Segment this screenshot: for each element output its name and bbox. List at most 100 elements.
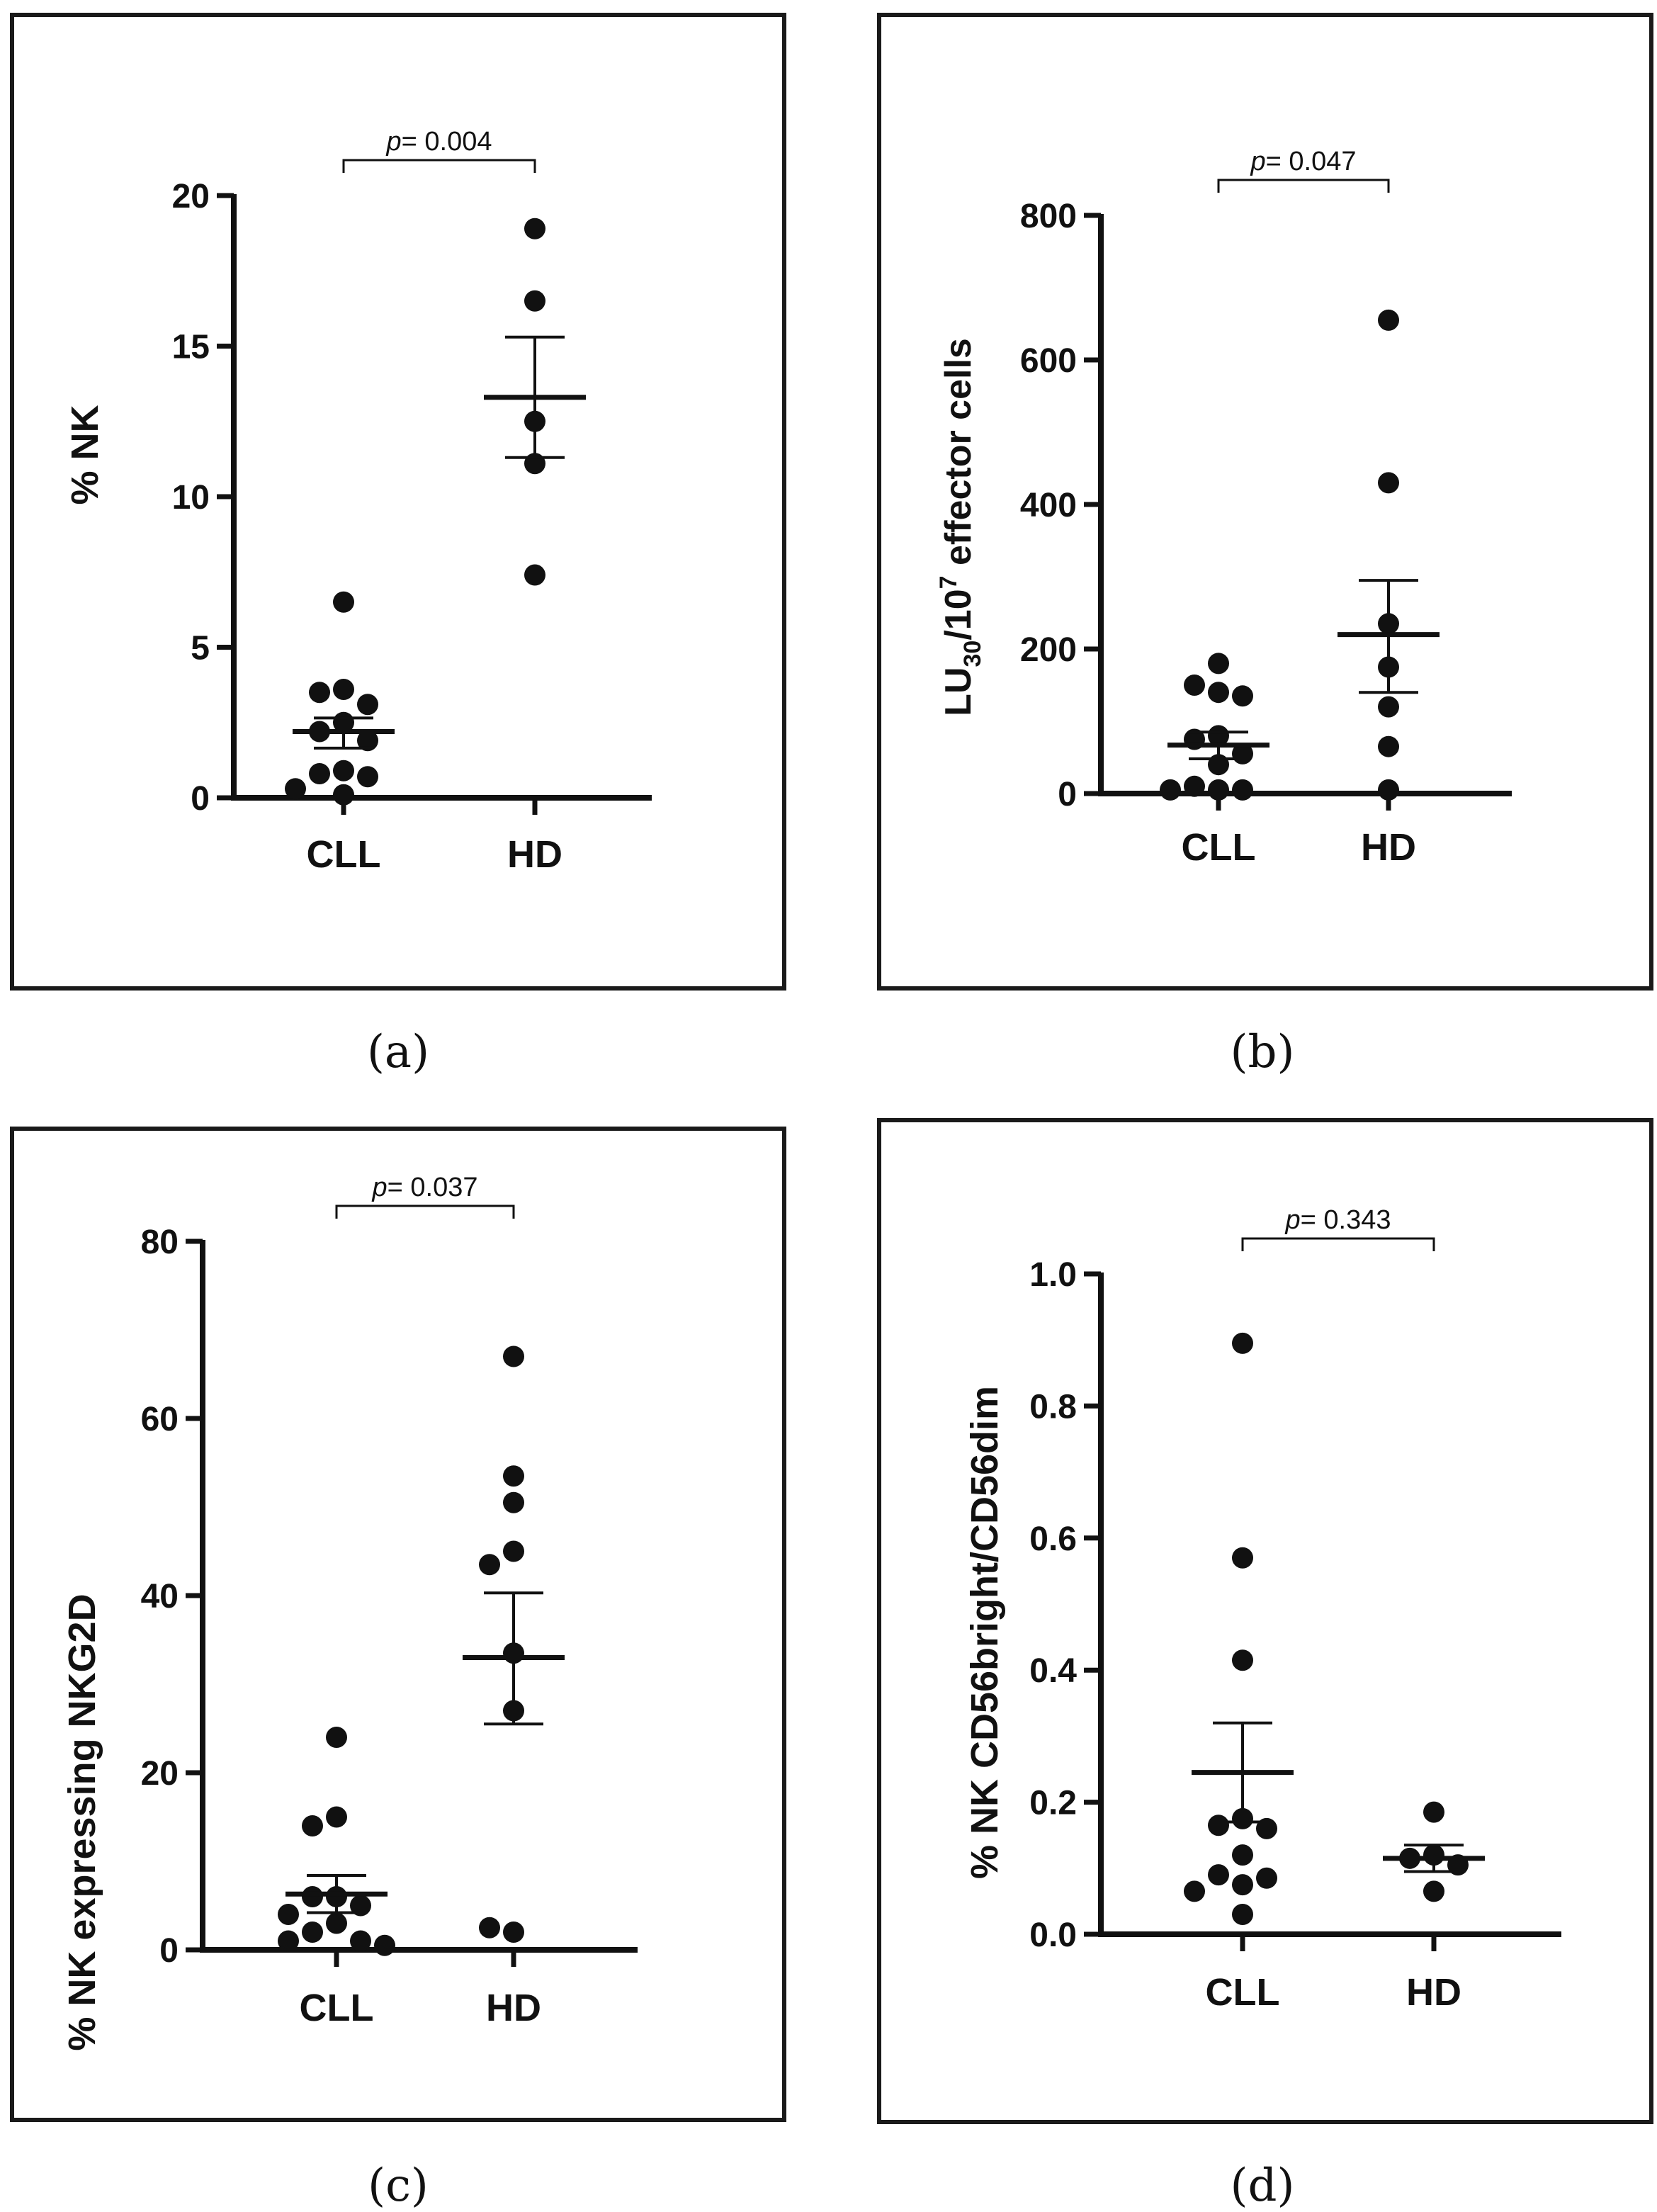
data-point-cll xyxy=(326,1727,347,1748)
data-point-hd xyxy=(1378,472,1399,494)
y-tick-label: 600 xyxy=(1020,342,1077,380)
data-point-cll xyxy=(374,1934,395,1956)
data-point-hd xyxy=(524,218,545,239)
p-value: = 0.343 xyxy=(1301,1205,1391,1235)
data-point-cll xyxy=(1232,779,1253,801)
data-point-cll xyxy=(333,760,354,781)
caption-d: (d) xyxy=(1230,2160,1295,2212)
y-tick-label: 0 xyxy=(191,780,210,818)
y-tick-label: 5 xyxy=(191,630,210,667)
x-tick-label-hd: HD xyxy=(1361,826,1416,869)
data-point-hd xyxy=(503,1345,524,1367)
panel-d: % NK CD56bright/CD56dim 0.0 0.2 0.4 0.6 0.8 1… xyxy=(877,1118,1653,2124)
x-tick-label-cll: CLL xyxy=(1182,826,1256,869)
chart-d: % NK CD56bright/CD56dim 0.0 0.2 0.4 0.6 0.8 1… xyxy=(963,1205,1561,2014)
data-point-hd xyxy=(1423,1880,1444,1902)
data-point-cll xyxy=(1160,779,1181,801)
x-tick-label-hd: HD xyxy=(486,1987,541,2029)
y-axis-label-main: LU xyxy=(938,667,979,716)
data-point-hd xyxy=(503,1922,524,1943)
y-axis-label: % NK CD56bright/CD56dim xyxy=(963,1386,1006,1879)
chart-a: % NK 0 5 10 15 20 CLL HD p= 0.004 xyxy=(64,127,652,876)
y-tick-label: 20 xyxy=(141,1755,179,1793)
chart-b: LU30/107 effector cells 0 200 400 600 800 CLL… xyxy=(935,147,1512,869)
y-axis-label: % NK xyxy=(64,405,106,504)
data-point-cll xyxy=(1208,1815,1229,1836)
y-axis-label-sub: 30 xyxy=(959,641,986,667)
p-value: = 0.004 xyxy=(402,127,492,157)
significance-bracket xyxy=(1241,1237,1435,1251)
data-point-cll xyxy=(357,730,378,752)
significance-bracket xyxy=(1217,179,1390,193)
y-tick-label: 0 xyxy=(1058,776,1077,813)
x-tick-label-hd: HD xyxy=(1406,1971,1461,2014)
data-point-hd xyxy=(1423,1801,1444,1823)
y-axis-label-sup: 7 xyxy=(935,575,962,589)
y-axis-label: LU30/107 effector cells xyxy=(935,338,986,716)
data-point-hd xyxy=(1378,735,1399,757)
data-point-hd xyxy=(524,290,545,312)
data-point-hd xyxy=(479,1917,500,1939)
data-point-cll xyxy=(1232,1904,1253,1926)
x-tick-label-cll: CLL xyxy=(300,1987,374,2029)
data-point-cll xyxy=(309,682,330,704)
data-point-cll xyxy=(302,1922,323,1943)
x-tick-label-cll: CLL xyxy=(307,833,381,876)
plot-area: 0 20 40 60 80 CLL HD p= 0.037 xyxy=(141,1173,638,2029)
p-value-label: p= 0.037 xyxy=(372,1173,478,1202)
y-tick-label: 0.4 xyxy=(1029,1652,1077,1690)
y-tick-label: 40 xyxy=(141,1578,179,1615)
data-point-cll xyxy=(1208,653,1229,675)
caption-b: (b) xyxy=(1230,1026,1295,1078)
p-value-label: p= 0.343 xyxy=(1285,1205,1391,1235)
data-point-cll xyxy=(357,694,378,716)
y-tick-label: 80 xyxy=(141,1224,179,1261)
plot-area: 0 200 400 600 800 CLL HD p= 0.047 xyxy=(1020,147,1512,869)
data-point-cll xyxy=(309,763,330,784)
p-symbol: p xyxy=(1250,147,1266,176)
x-tick-label-hd: HD xyxy=(507,833,562,876)
data-point-cll xyxy=(326,1912,347,1934)
y-axis-label-tail: effector cells xyxy=(938,338,979,575)
significance-bracket xyxy=(342,159,536,173)
p-value: = 0.037 xyxy=(388,1173,478,1202)
data-point-cll xyxy=(350,1930,371,1952)
p-value-label: p= 0.004 xyxy=(386,127,492,157)
y-tick-label: 0.0 xyxy=(1029,1917,1077,1954)
data-point-cll xyxy=(357,766,378,788)
y-tick-label: 20 xyxy=(172,178,210,215)
caption-a: (a) xyxy=(366,1026,430,1078)
data-point-hd xyxy=(503,1465,524,1487)
plot-area: 0.0 0.2 0.4 0.6 0.8 1.0 CLL HD p= 0.343 xyxy=(1029,1205,1561,2014)
significance-bracket xyxy=(335,1204,515,1219)
y-tick-label: 15 xyxy=(172,329,210,366)
data-point-hd xyxy=(479,1554,500,1576)
data-point-cll xyxy=(333,679,354,700)
data-point-cll xyxy=(302,1815,323,1836)
data-point-hd xyxy=(503,1491,524,1513)
data-point-cll xyxy=(1232,1547,1253,1569)
data-point-cll xyxy=(1232,1649,1253,1671)
data-point-hd xyxy=(1378,696,1399,718)
plot-area: 0 5 10 15 20 CLL HD p= 0.004 xyxy=(172,127,652,876)
x-tick-label-cll: CLL xyxy=(1206,1971,1280,2014)
y-tick-label: 800 xyxy=(1020,198,1077,235)
data-point-cll xyxy=(1208,779,1229,801)
data-point-cll xyxy=(1256,1867,1277,1889)
data-point-cll xyxy=(278,1904,299,1925)
y-tick-label: 1.0 xyxy=(1029,1256,1077,1294)
data-point-hd xyxy=(1378,779,1399,801)
y-tick-label: 0.2 xyxy=(1029,1785,1077,1822)
p-value-label: p= 0.047 xyxy=(1250,147,1357,176)
data-point-cll xyxy=(285,778,306,800)
data-point-cll xyxy=(350,1895,371,1917)
data-point-hd xyxy=(524,564,545,586)
data-point-cll xyxy=(1232,1332,1253,1354)
p-symbol: p xyxy=(386,127,402,157)
y-tick-label: 0.8 xyxy=(1029,1388,1077,1426)
data-point-cll xyxy=(1232,1844,1253,1866)
p-value: = 0.047 xyxy=(1266,147,1357,176)
data-point-cll xyxy=(302,1886,323,1907)
data-point-cll xyxy=(326,1806,347,1828)
data-point-cll xyxy=(333,591,354,613)
